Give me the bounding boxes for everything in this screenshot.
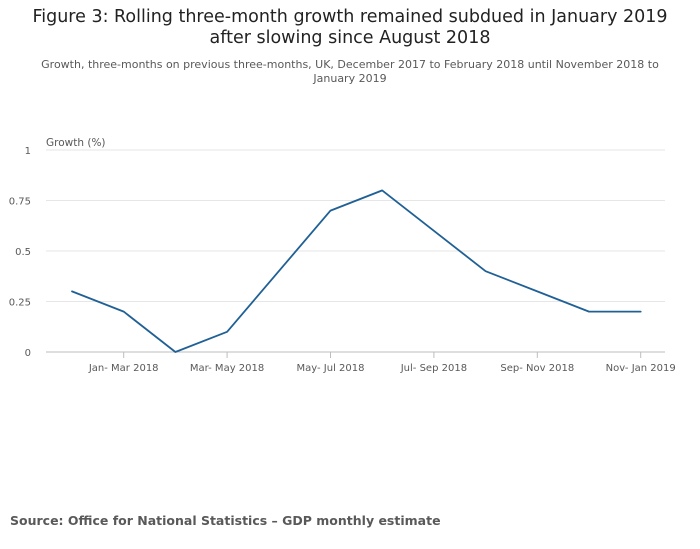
data-point: [535, 289, 539, 293]
data-point: [484, 269, 488, 273]
data-point: [329, 209, 333, 213]
y-axis-title: Growth (%): [46, 137, 106, 149]
y-tick-label: 0.25: [9, 298, 31, 309]
data-point: [277, 269, 281, 273]
y-tick-label: 0.5: [15, 247, 31, 258]
y-tick-label: 0: [25, 348, 31, 359]
data-point: [432, 229, 436, 233]
data-point: [173, 350, 177, 354]
y-tick-label: 0.75: [9, 197, 31, 208]
x-tick-label: Jul- Sep 2018: [400, 363, 467, 374]
data-point: [587, 310, 591, 314]
data-point: [225, 330, 229, 334]
data-point: [122, 310, 126, 314]
x-tick-label: Sep- Nov 2018: [500, 363, 574, 374]
x-tick-label: Jan- Mar 2018: [88, 363, 159, 374]
x-tick-label: Mar- May 2018: [190, 363, 264, 374]
x-tick-label: May- Jul 2018: [297, 363, 365, 374]
chart-subtitle: Growth, three-months on previous three-m…: [41, 58, 659, 85]
chart-title: Figure 3: Rolling three-month growth rem…: [32, 7, 668, 48]
data-point: [380, 188, 384, 192]
data-point: [70, 289, 74, 293]
data-point: [639, 310, 643, 314]
source-note: Source: Office for National Statistics –…: [10, 513, 441, 528]
x-tick-label: Nov- Jan 2019: [606, 363, 676, 374]
y-tick-label: 1: [25, 146, 31, 157]
series-line: [71, 189, 642, 353]
